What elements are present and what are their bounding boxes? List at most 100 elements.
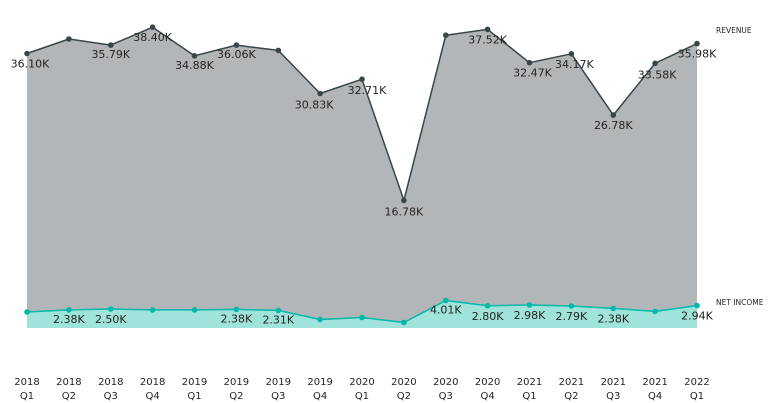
- net-income-data-label: 2.38K: [53, 313, 85, 326]
- net-income-point[interactable]: [149, 307, 156, 313]
- x-tick-year: 2021: [559, 377, 584, 388]
- net-income-data-label: 2.94K: [681, 310, 713, 323]
- revenue-data-label: 37.52K: [468, 33, 507, 46]
- revenue-point[interactable]: [233, 42, 240, 48]
- x-tick-quarter: Q4: [313, 391, 327, 402]
- revenue-data-label: 32.47K: [513, 67, 552, 80]
- x-tick-year: 2019: [182, 377, 207, 388]
- points-layer: [24, 24, 700, 326]
- x-tick-quarter: Q4: [480, 391, 494, 402]
- x-tick-quarter: Q3: [271, 391, 285, 402]
- net-income-data-label: 2.31K: [262, 313, 294, 326]
- net-income-point[interactable]: [652, 308, 658, 315]
- revenue-point[interactable]: [401, 197, 407, 204]
- net-income-data-label: 2.79K: [556, 310, 588, 323]
- revenue-data-label: 26.78K: [594, 119, 633, 132]
- x-tick-year: 2018: [140, 377, 165, 388]
- net-income-point[interactable]: [66, 307, 72, 313]
- revenue-point[interactable]: [149, 24, 156, 31]
- net-income-point[interactable]: [443, 297, 449, 304]
- x-tick-year: 2021: [642, 377, 667, 388]
- x-tick-quarter: Q2: [229, 391, 243, 402]
- net-income-data-label: 4.01K: [430, 304, 462, 317]
- x-tick-year: 2022: [684, 377, 709, 388]
- net-income-point[interactable]: [694, 302, 700, 309]
- net-income-point[interactable]: [359, 314, 365, 321]
- x-tick-quarter: Q2: [564, 391, 578, 402]
- revenue-data-label: 34.88K: [175, 59, 214, 72]
- revenue-data-label: 35.79K: [91, 48, 130, 61]
- x-tick-quarter: Q4: [648, 391, 662, 402]
- x-tick-quarter: Q3: [606, 391, 620, 402]
- x-tick-year: 2018: [14, 377, 39, 388]
- revenue-point[interactable]: [108, 42, 114, 48]
- x-tick-quarter: Q3: [104, 391, 118, 402]
- net-income-point[interactable]: [484, 303, 491, 309]
- revenue-point[interactable]: [610, 112, 617, 118]
- net-income-point[interactable]: [191, 307, 198, 313]
- revenue-data-label: 33.58K: [638, 68, 677, 81]
- revenue-point[interactable]: [443, 32, 449, 38]
- x-tick-year: 2018: [98, 377, 123, 388]
- x-tick-quarter: Q1: [187, 391, 201, 402]
- x-tick-quarter: Q2: [62, 391, 76, 402]
- series-name-layer: REVENUE NET INCOME: [716, 26, 764, 307]
- revenue-point[interactable]: [484, 26, 491, 33]
- net-income-data-label: 2.98K: [514, 309, 546, 322]
- x-tick-quarter: Q1: [20, 391, 34, 402]
- revenue-point[interactable]: [359, 76, 365, 82]
- revenue-point[interactable]: [66, 36, 72, 42]
- revenue-point[interactable]: [24, 50, 30, 57]
- x-tick-quarter: Q4: [145, 391, 159, 402]
- net-income-point[interactable]: [401, 319, 407, 326]
- net-income-point[interactable]: [610, 305, 617, 312]
- x-tick-year: 2018: [56, 377, 81, 388]
- revenue-data-label: 38.40K: [133, 31, 172, 44]
- revenue-point[interactable]: [526, 59, 533, 66]
- revenue-point[interactable]: [568, 51, 575, 57]
- x-axis: 2018 Q1 2018 Q2 2018 Q3 2018 Q4 2019 Q1 2019 Q2 2019…: [14, 377, 709, 402]
- revenue-point[interactable]: [191, 53, 198, 59]
- net-income-point[interactable]: [233, 306, 240, 313]
- revenue-point[interactable]: [652, 60, 658, 67]
- x-tick-year: 2020: [391, 377, 416, 388]
- x-tick-quarter: Q1: [690, 391, 704, 402]
- net-income-point[interactable]: [108, 306, 114, 312]
- revenue-point[interactable]: [275, 47, 282, 54]
- revenue-data-label: 16.78K: [385, 205, 424, 218]
- x-tick-quarter: Q1: [355, 391, 369, 402]
- areas-layer: [27, 27, 697, 328]
- net-income-series-label: NET INCOME: [716, 298, 764, 307]
- revenue-point[interactable]: [317, 90, 323, 97]
- x-tick-year: 2020: [433, 377, 458, 388]
- x-tick-year: 2021: [517, 377, 542, 388]
- x-tick-year: 2019: [307, 377, 332, 388]
- revenue-series-label: REVENUE: [716, 26, 752, 35]
- revenue-data-label: 36.10K: [11, 58, 50, 71]
- x-tick-quarter: Q1: [522, 391, 536, 402]
- revenue-data-label: 36.06K: [217, 48, 256, 61]
- revenue-area: [27, 27, 697, 328]
- revenue-data-label: 32.71K: [348, 84, 387, 97]
- revenue-data-label: 30.83K: [295, 99, 334, 112]
- revenue-point[interactable]: [694, 40, 700, 47]
- net-income-point[interactable]: [317, 316, 323, 323]
- net-income-point[interactable]: [24, 309, 30, 315]
- x-tick-year: 2019: [266, 377, 291, 388]
- net-income-data-label: 2.50K: [95, 313, 127, 326]
- revenue-data-label: 35.98K: [678, 48, 717, 61]
- net-income-data-label: 2.80K: [472, 310, 504, 323]
- x-tick-year: 2020: [475, 377, 500, 388]
- net-income-point[interactable]: [568, 303, 575, 309]
- x-tick-quarter: Q2: [397, 391, 411, 402]
- net-income-data-label: 2.38K: [597, 312, 629, 325]
- x-tick-year: 2021: [601, 377, 626, 388]
- net-income-point[interactable]: [526, 302, 533, 308]
- revenue-data-label: 34.17K: [555, 58, 594, 71]
- net-income-point[interactable]: [275, 307, 282, 314]
- x-tick-year: 2019: [224, 377, 249, 388]
- net-income-data-label: 2.38K: [221, 312, 253, 325]
